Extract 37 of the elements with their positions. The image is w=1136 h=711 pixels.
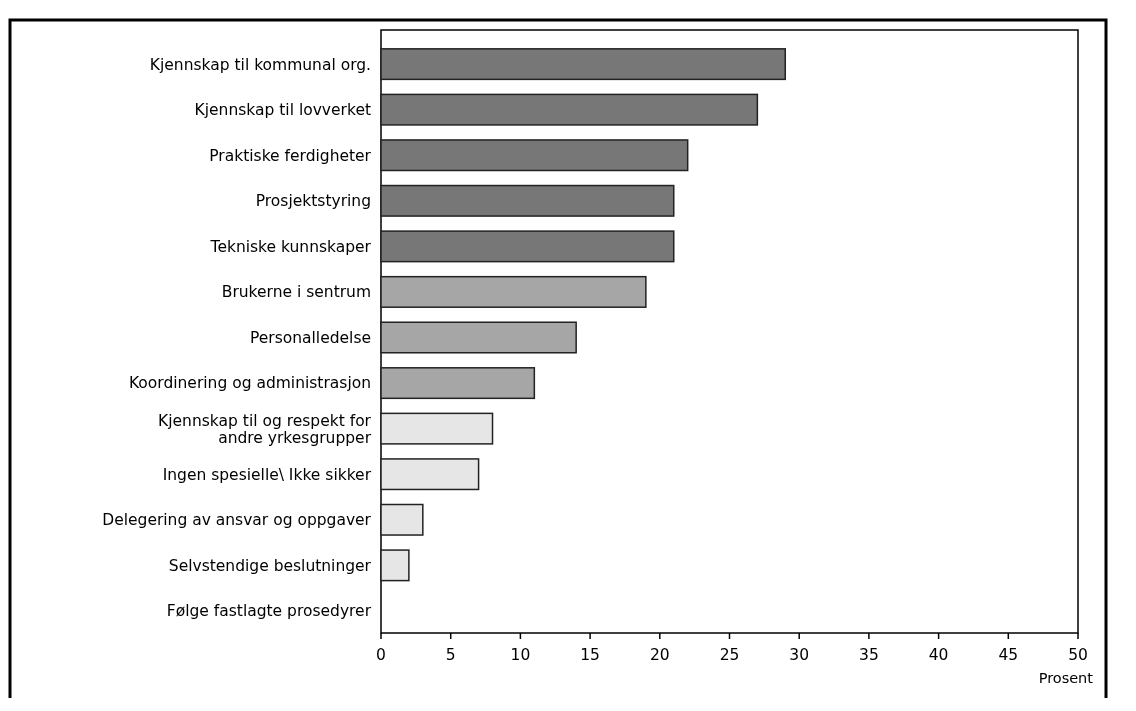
bar (380, 139, 689, 172)
y-tick-label: Koordinering og administrasjon (128, 374, 371, 393)
x-tick-label: 20 (649, 646, 670, 664)
x-tick-label: 30 (789, 646, 810, 664)
x-tick-label: 10 (510, 646, 531, 664)
bar (380, 230, 675, 263)
y-tick-label: Kjennskap til og respekt for andre yrkesgrupper (158, 411, 372, 447)
y-tick-label: Prosjektstyring (255, 192, 371, 211)
y-tick-label: Brukerne i sentrum (221, 283, 371, 302)
y-tick-label: Tekniske kunnskaper (209, 237, 372, 256)
y-tick-label: Kjennskap til kommunal org. (149, 55, 371, 74)
y-tick-label: Selvstendige beslutninger (168, 556, 372, 575)
bar (380, 321, 577, 354)
x-tick-label: 5 (445, 646, 456, 664)
x-tick-label: 0 (376, 646, 386, 664)
y-tick-label: Kjennskap til lovverket (194, 101, 371, 120)
x-tick-label: 25 (719, 646, 740, 664)
y-tick-label: Personalledelse (249, 328, 371, 347)
x-tick-label: 40 (928, 646, 949, 664)
bar (380, 458, 480, 491)
x-tick-label: 35 (859, 646, 879, 664)
x-axis-title: Prosent (1038, 670, 1094, 686)
bar (380, 48, 787, 81)
y-tick-label: Ingen spesielle\ Ikke sikker (162, 465, 372, 484)
y-tick-label: Følge fastlagte prosedyrer (166, 602, 372, 621)
bar (380, 184, 675, 217)
x-tick-label: 45 (998, 646, 1019, 664)
bar (380, 503, 424, 536)
bar (380, 412, 494, 445)
bar (380, 549, 410, 582)
x-tick-label: 50 (1068, 646, 1088, 664)
bar (380, 275, 647, 308)
bar (380, 93, 759, 126)
x-tick-label: 15 (580, 646, 600, 664)
y-tick-label: Praktiske ferdigheter (209, 146, 372, 165)
y-tick-label: Delegering av ansvar og oppgaver (102, 511, 372, 530)
bar (380, 367, 536, 400)
